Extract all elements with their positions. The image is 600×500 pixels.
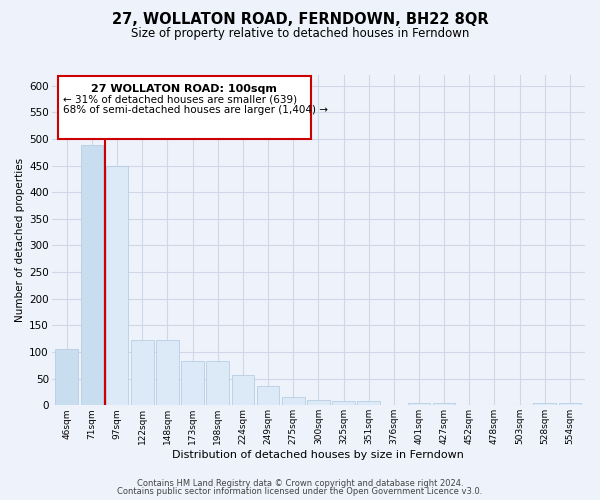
X-axis label: Distribution of detached houses by size in Ferndown: Distribution of detached houses by size …	[172, 450, 464, 460]
Text: 27, WOLLATON ROAD, FERNDOWN, BH22 8QR: 27, WOLLATON ROAD, FERNDOWN, BH22 8QR	[112, 12, 488, 28]
Bar	[559, 402, 581, 406]
Bar	[257, 386, 280, 406]
Bar	[407, 403, 430, 406]
Text: Contains HM Land Registry data © Crown copyright and database right 2024.: Contains HM Land Registry data © Crown c…	[137, 478, 463, 488]
Bar	[232, 375, 254, 406]
Bar	[533, 402, 556, 406]
Bar	[156, 340, 179, 406]
Bar	[55, 350, 78, 406]
Text: 68% of semi-detached houses are larger (1,404) →: 68% of semi-detached houses are larger (…	[63, 105, 328, 115]
Text: Contains public sector information licensed under the Open Government Licence v3: Contains public sector information licen…	[118, 487, 482, 496]
Bar	[131, 340, 154, 406]
Text: 27 WOLLATON ROAD: 100sqm: 27 WOLLATON ROAD: 100sqm	[91, 84, 277, 94]
FancyBboxPatch shape	[58, 76, 311, 139]
Y-axis label: Number of detached properties: Number of detached properties	[15, 158, 25, 322]
Bar	[282, 397, 305, 406]
Bar	[106, 166, 128, 406]
Bar	[80, 146, 103, 406]
Bar	[307, 400, 329, 406]
Bar	[206, 361, 229, 406]
Bar	[433, 403, 455, 406]
Text: Size of property relative to detached houses in Ferndown: Size of property relative to detached ho…	[131, 28, 469, 40]
Bar	[358, 401, 380, 406]
Bar	[332, 401, 355, 406]
Text: ← 31% of detached houses are smaller (639): ← 31% of detached houses are smaller (63…	[63, 94, 297, 104]
Bar	[181, 361, 204, 406]
